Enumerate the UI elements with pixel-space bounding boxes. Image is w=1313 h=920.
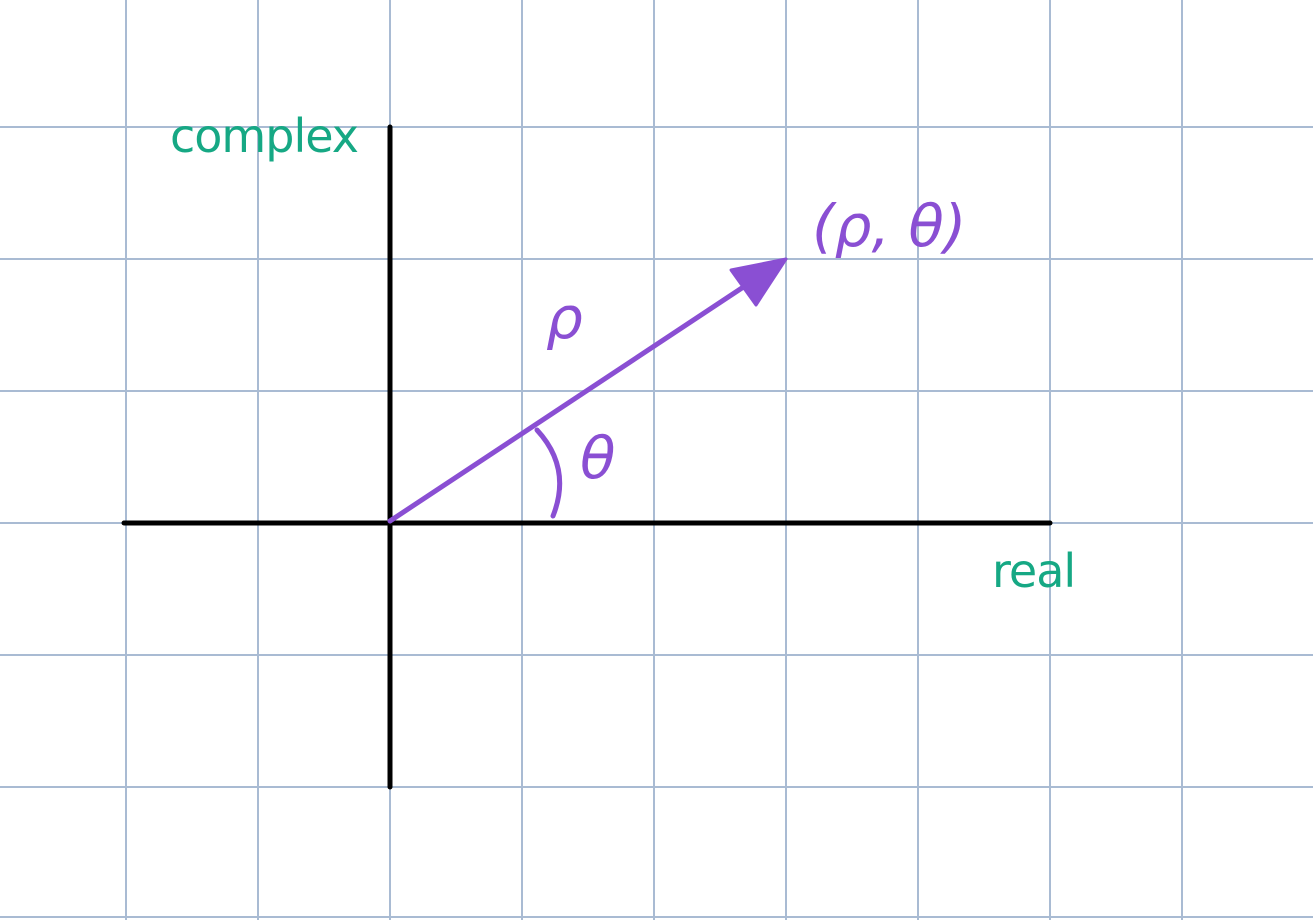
point-label: (ρ, θ)	[812, 192, 966, 260]
angle-arc	[534, 427, 563, 519]
angle-label: θ	[580, 424, 616, 492]
polar-vector	[387, 257, 788, 524]
arrowhead-icon	[729, 257, 788, 307]
horizontal-axis-label: real	[992, 544, 1075, 598]
vertical-axis-label: complex	[170, 109, 358, 163]
magnitude-label: ρ	[546, 284, 583, 352]
axes	[121, 124, 1053, 790]
vector-line	[387, 273, 763, 524]
labels: complex real ρ θ (ρ, θ)	[170, 109, 1076, 598]
